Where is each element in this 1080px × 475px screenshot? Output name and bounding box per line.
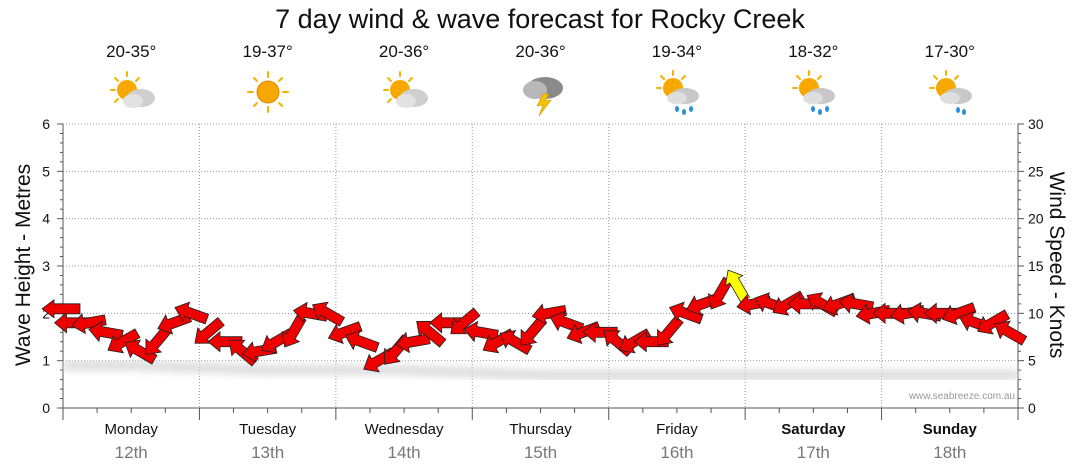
- wind-arrow: [327, 321, 363, 345]
- day-name-label: Saturday: [781, 421, 846, 438]
- shower-icon: [651, 68, 707, 123]
- wind-arrow: [124, 339, 158, 365]
- wind-arrow: [450, 307, 481, 335]
- day-name-label: Sunday: [922, 421, 977, 438]
- day-temperature: 17-30°: [924, 42, 975, 61]
- shower-icon: [787, 68, 843, 123]
- wind-arrow: [88, 320, 124, 343]
- wind-arrow: [71, 312, 107, 335]
- left-tick-label: 1: [42, 353, 50, 369]
- thunderstorm-icon: [515, 68, 571, 123]
- left-tick-label: 0: [42, 400, 50, 416]
- day-name-label: Thursday: [509, 421, 572, 438]
- right-tick-label: 15: [1028, 258, 1044, 274]
- day-date-label: 14th: [387, 443, 421, 462]
- day-date-label: 17th: [796, 443, 830, 462]
- day-temperature: 20-35°: [106, 42, 157, 61]
- left-tick-label: 6: [42, 116, 50, 132]
- right-tick-label: 10: [1028, 305, 1044, 321]
- day-temperature: 18-32°: [788, 42, 839, 61]
- wind-arrow: [463, 320, 499, 343]
- wind-arrow: [668, 301, 704, 325]
- wind-arrow: [312, 301, 346, 327]
- wind-arrow: [499, 330, 533, 356]
- left-tick-label: 3: [42, 258, 50, 274]
- day-date-label: 13th: [251, 443, 285, 462]
- wind-arrow: [41, 298, 81, 319]
- right-tick-label: 5: [1028, 353, 1036, 369]
- day-date-label: 12th: [114, 443, 148, 462]
- left-tick-label: 5: [42, 163, 50, 179]
- day-temperature: 19-34°: [651, 42, 703, 61]
- right-tick-label: 20: [1028, 211, 1044, 227]
- wind-arrow: [174, 301, 210, 325]
- day-temperature: 19-37°: [242, 42, 293, 61]
- wind-arrow: [281, 314, 307, 348]
- right-tick-label: 0: [1028, 400, 1036, 416]
- right-axis-label: Wind Speed - Knots: [1045, 171, 1068, 359]
- partly-cloudy-icon: [378, 68, 434, 123]
- left-tick-label: 4: [42, 211, 50, 227]
- wind-arrow: [344, 329, 380, 353]
- light-shower-icon: [924, 68, 980, 123]
- day-name-label: Wednesday: [364, 421, 444, 438]
- sunny-icon: [242, 68, 298, 123]
- day-temperature: 20-36°: [515, 42, 566, 61]
- day-temperature: 20-36°: [378, 42, 430, 61]
- day-name-label: Monday: [104, 421, 158, 438]
- day-name-label: Tuesday: [239, 421, 297, 438]
- wind-arrow: [941, 302, 977, 326]
- day-date-label: 16th: [660, 443, 694, 462]
- wave-height-band: [63, 360, 1018, 380]
- right-tick-label: 30: [1028, 116, 1044, 132]
- left-tick-label: 2: [42, 305, 50, 321]
- wind-arrow: [657, 315, 684, 346]
- credit-text[interactable]: www.seabreeze.com.au: [908, 391, 1015, 402]
- partly-cloudy-icon: [105, 68, 161, 123]
- chart-title: 7 day wind & wave forecast for Rocky Cre…: [275, 4, 805, 34]
- wind-arrow: [531, 303, 568, 325]
- day-name-label: Friday: [656, 421, 698, 438]
- day-date-label: 18th: [933, 443, 967, 462]
- wind-arrow: [994, 320, 1028, 346]
- wind-arrow: [107, 328, 141, 354]
- wind-arrow: [977, 309, 1011, 335]
- day-date-label: 15th: [523, 443, 558, 462]
- right-tick-label: 25: [1028, 163, 1044, 179]
- left-axis-label: Wave Height - Metres: [12, 163, 35, 367]
